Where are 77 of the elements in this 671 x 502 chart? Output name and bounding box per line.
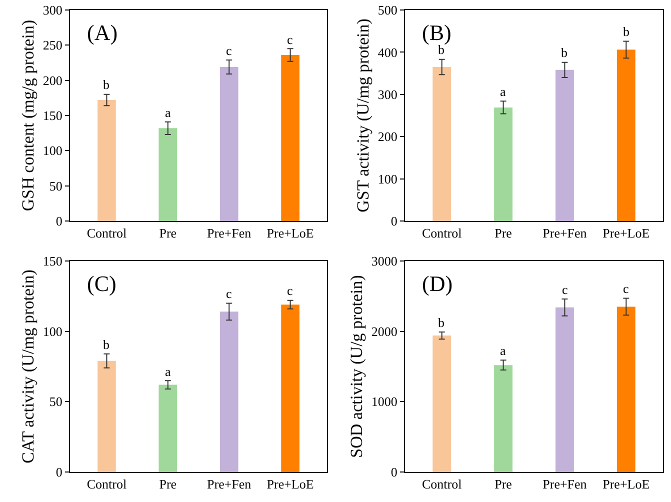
x-tick-label: Pre [494,476,512,492]
x-tick-label: Pre+LoE [266,476,314,492]
y-tick-label: 100 [42,143,62,158]
x-tick-label: Control [86,226,127,241]
y-tick-label: 200 [42,72,62,88]
annotation: c [226,286,232,301]
bar [158,384,178,472]
y-tick-label: 100 [378,171,398,186]
x-tick-label: Pre+LoE [602,226,650,241]
bar [556,70,574,221]
y-tick-label: 250 [42,38,62,53]
bar [220,66,238,221]
bar [432,66,452,221]
y-tick-label: 500 [378,2,398,18]
y-axis-title: GSH content (mg/g protein) [18,20,38,212]
bar [494,365,512,472]
y-tick-label: 50 [49,178,62,194]
annotation: c [287,32,293,47]
annotation: b [623,24,630,39]
text: (B) [422,20,452,45]
x-tick-label: Control [86,476,127,492]
x-tick-label: Pre+Fen [542,476,588,492]
bar [432,336,452,472]
y-tick-label: 0 [56,464,62,480]
x-tick-label: Pre [494,226,512,241]
y-tick-label: 400 [378,44,398,60]
x-tick-label: Pre+Fen [207,476,252,492]
y-tick-label: 300 [378,86,398,102]
annotation: b [103,77,110,92]
y-tick-label: 200 [378,129,398,144]
text: (D) [422,271,453,296]
y-tick-label: 150 [42,254,62,269]
x-tick-label: Pre+Fen [542,226,588,241]
bar [556,307,574,472]
annotation: b [438,42,444,57]
annotation: c [287,283,293,298]
annotation: a [500,84,506,99]
annotation: a [165,364,171,379]
y-axis-title: GST activity (U/mg protein) [353,18,372,212]
annotation: a [165,105,171,120]
bar [281,304,300,472]
annotation: b [438,315,444,330]
bar [494,107,512,221]
x-tick-label: Control [422,476,462,492]
y-tick-label: 300 [42,2,62,18]
y-tick-label: 0 [390,464,398,480]
y-tick-label: 50 [49,394,62,410]
bar [158,128,178,221]
y-tick-label: 1000 [371,394,398,410]
y-tick-label: 0 [390,214,398,229]
x-tick-label: Pre+LoE [266,226,314,241]
x-tick-label: Pre+LoE [602,476,650,492]
bar [616,50,636,221]
text: (C) [87,271,116,296]
x-tick-label: Pre [159,476,177,492]
text: (A) [87,20,118,45]
annotation: c [623,281,629,296]
annotation: b [103,337,110,352]
y-tick-label: 3000 [371,254,398,269]
bar [616,306,636,472]
bar [98,100,116,221]
y-axis-title: CAT activity (U/mg protein) [18,270,38,464]
bar [220,312,238,472]
y-tick-label: 150 [42,108,62,124]
bar [98,360,116,472]
annotation: c [562,282,568,297]
annotation: a [500,343,506,358]
annotation: b [561,45,568,60]
y-tick-label: 0 [56,214,62,229]
y-axis-title: SOD activity (U/g protein) [346,275,366,458]
bar [281,55,300,221]
y-tick-label: 2000 [371,324,398,339]
y-tick-label: 100 [42,324,62,339]
annotation: c [226,43,232,58]
x-tick-label: Control [422,226,462,241]
x-tick-label: Pre [159,226,177,241]
x-tick-label: Pre+Fen [207,226,252,241]
